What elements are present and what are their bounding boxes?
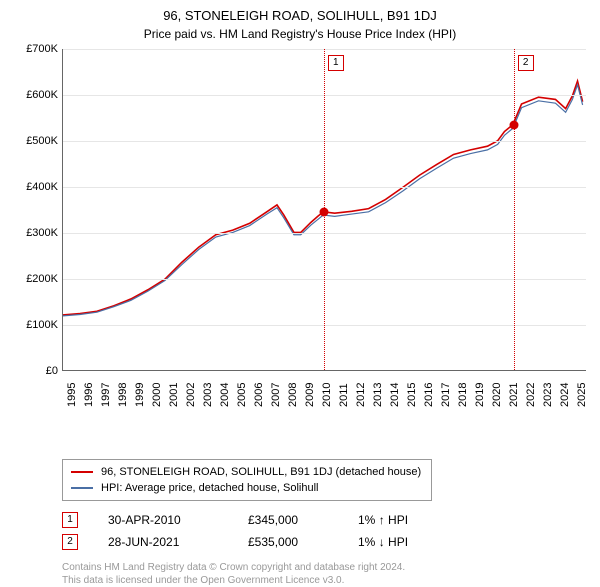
legend-swatch-hpi bbox=[71, 487, 93, 489]
footer-line: This data is licensed under the Open Gov… bbox=[62, 574, 586, 587]
series-line-hpi bbox=[63, 85, 583, 316]
y-tick-label: £200K bbox=[14, 273, 58, 285]
marker-table-row: 1 30-APR-2010 £345,000 1% ↑ HPI bbox=[62, 509, 586, 531]
x-tick-label: 2017 bbox=[440, 383, 452, 407]
chart-container: 96, STONELEIGH ROAD, SOLIHULL, B91 1DJ P… bbox=[0, 0, 600, 560]
x-tick-label: 2007 bbox=[270, 383, 282, 407]
x-tick-label: 2001 bbox=[168, 383, 180, 407]
legend: 96, STONELEIGH ROAD, SOLIHULL, B91 1DJ (… bbox=[62, 459, 432, 501]
x-tick-label: 2012 bbox=[355, 383, 367, 407]
x-tick-label: 2003 bbox=[202, 383, 214, 407]
x-tick-label: 2004 bbox=[219, 383, 231, 407]
marker-table-row: 2 28-JUN-2021 £535,000 1% ↓ HPI bbox=[62, 531, 586, 553]
marker-badge: 1 bbox=[328, 55, 344, 71]
x-tick-label: 2025 bbox=[576, 383, 588, 407]
y-tick-label: £0 bbox=[14, 365, 58, 377]
x-tick-label: 2023 bbox=[542, 383, 554, 407]
y-tick-label: £700K bbox=[14, 43, 58, 55]
chart-area: 12 £0£100K£200K£300K£400K£500K£600K£700K… bbox=[14, 49, 586, 411]
marker-price: £535,000 bbox=[248, 535, 328, 549]
x-tick-label: 2011 bbox=[338, 383, 350, 407]
marker-dot bbox=[319, 208, 328, 217]
x-tick-label: 2024 bbox=[559, 383, 571, 407]
marker-table: 1 30-APR-2010 £345,000 1% ↑ HPI 2 28-JUN-2021… bbox=[62, 509, 586, 553]
x-tick-label: 2000 bbox=[151, 383, 163, 407]
x-tick-label: 2009 bbox=[304, 383, 316, 407]
x-tick-label: 2015 bbox=[406, 383, 418, 407]
footer: Contains HM Land Registry data © Crown c… bbox=[62, 561, 586, 587]
x-tick-label: 2021 bbox=[508, 383, 520, 407]
arrow-icon: ↓ bbox=[379, 535, 385, 549]
x-tick-label: 1996 bbox=[83, 383, 95, 407]
marker-date: 28-JUN-2021 bbox=[108, 535, 218, 549]
marker-ref-line bbox=[514, 49, 515, 370]
x-tick-label: 2008 bbox=[287, 383, 299, 407]
legend-item: 96, STONELEIGH ROAD, SOLIHULL, B91 1DJ (… bbox=[71, 464, 423, 480]
legend-label: 96, STONELEIGH ROAD, SOLIHULL, B91 1DJ (… bbox=[101, 466, 421, 478]
x-tick-label: 2022 bbox=[525, 383, 537, 407]
x-tick-label: 2013 bbox=[372, 383, 384, 407]
x-tick-label: 2006 bbox=[253, 383, 265, 407]
marker-badge: 2 bbox=[518, 55, 534, 71]
x-tick-label: 2005 bbox=[236, 383, 248, 407]
marker-price: £345,000 bbox=[248, 513, 328, 527]
y-tick-label: £100K bbox=[14, 319, 58, 331]
x-tick-label: 2002 bbox=[185, 383, 197, 407]
legend-label: HPI: Average price, detached house, Soli… bbox=[101, 482, 319, 494]
marker-pct: 1% ↓ HPI bbox=[358, 535, 448, 549]
marker-date: 30-APR-2010 bbox=[108, 513, 218, 527]
x-tick-label: 2016 bbox=[423, 383, 435, 407]
y-tick-label: £400K bbox=[14, 181, 58, 193]
chart-subtitle: Price paid vs. HM Land Registry's House … bbox=[14, 27, 586, 41]
x-tick-label: 1997 bbox=[100, 383, 112, 407]
x-tick-label: 2019 bbox=[474, 383, 486, 407]
x-tick-label: 2014 bbox=[389, 383, 401, 407]
x-tick-label: 2018 bbox=[457, 383, 469, 407]
x-tick-label: 1999 bbox=[134, 383, 146, 407]
x-tick-label: 1995 bbox=[66, 383, 78, 407]
x-tick-label: 2020 bbox=[491, 383, 503, 407]
y-tick-label: £600K bbox=[14, 89, 58, 101]
chart-title: 96, STONELEIGH ROAD, SOLIHULL, B91 1DJ bbox=[14, 8, 586, 23]
x-tick-label: 2010 bbox=[321, 383, 333, 407]
plot-region: 12 bbox=[62, 49, 586, 371]
y-tick-label: £300K bbox=[14, 227, 58, 239]
x-tick-label: 1998 bbox=[117, 383, 129, 407]
legend-swatch-property bbox=[71, 471, 93, 473]
y-tick-label: £500K bbox=[14, 135, 58, 147]
footer-line: Contains HM Land Registry data © Crown c… bbox=[62, 561, 586, 574]
marker-pct: 1% ↑ HPI bbox=[358, 513, 448, 527]
marker-dot bbox=[509, 120, 518, 129]
arrow-icon: ↑ bbox=[379, 513, 385, 527]
legend-item: HPI: Average price, detached house, Soli… bbox=[71, 480, 423, 496]
marker-badge: 2 bbox=[62, 534, 78, 550]
marker-badge: 1 bbox=[62, 512, 78, 528]
